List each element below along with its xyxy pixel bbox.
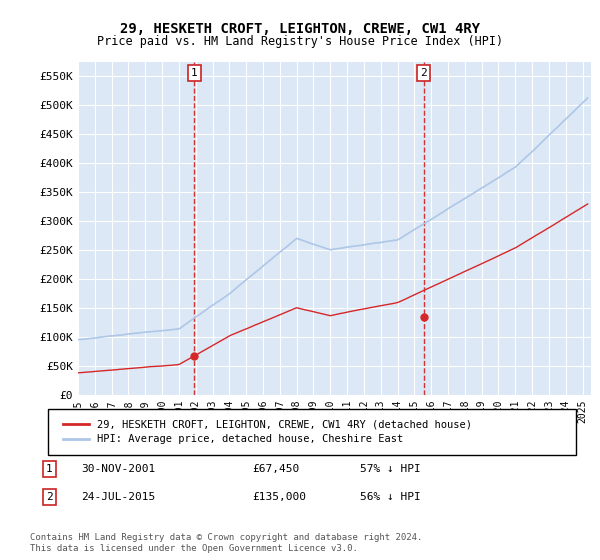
Text: £135,000: £135,000 bbox=[252, 492, 306, 502]
Text: 1: 1 bbox=[46, 464, 53, 474]
Text: Contains HM Land Registry data © Crown copyright and database right 2024.
This d: Contains HM Land Registry data © Crown c… bbox=[30, 533, 422, 553]
Text: 1: 1 bbox=[191, 68, 198, 78]
Legend: 29, HESKETH CROFT, LEIGHTON, CREWE, CW1 4RY (detached house), HPI: Average price: 29, HESKETH CROFT, LEIGHTON, CREWE, CW1 … bbox=[58, 415, 476, 449]
Text: 29, HESKETH CROFT, LEIGHTON, CREWE, CW1 4RY: 29, HESKETH CROFT, LEIGHTON, CREWE, CW1 … bbox=[120, 22, 480, 36]
Text: 2: 2 bbox=[46, 492, 53, 502]
Text: Price paid vs. HM Land Registry's House Price Index (HPI): Price paid vs. HM Land Registry's House … bbox=[97, 35, 503, 48]
Text: £67,450: £67,450 bbox=[252, 464, 299, 474]
Text: 56% ↓ HPI: 56% ↓ HPI bbox=[360, 492, 421, 502]
Text: 30-NOV-2001: 30-NOV-2001 bbox=[81, 464, 155, 474]
Text: 57% ↓ HPI: 57% ↓ HPI bbox=[360, 464, 421, 474]
Text: 2: 2 bbox=[421, 68, 427, 78]
FancyBboxPatch shape bbox=[48, 409, 576, 455]
Text: 24-JUL-2015: 24-JUL-2015 bbox=[81, 492, 155, 502]
